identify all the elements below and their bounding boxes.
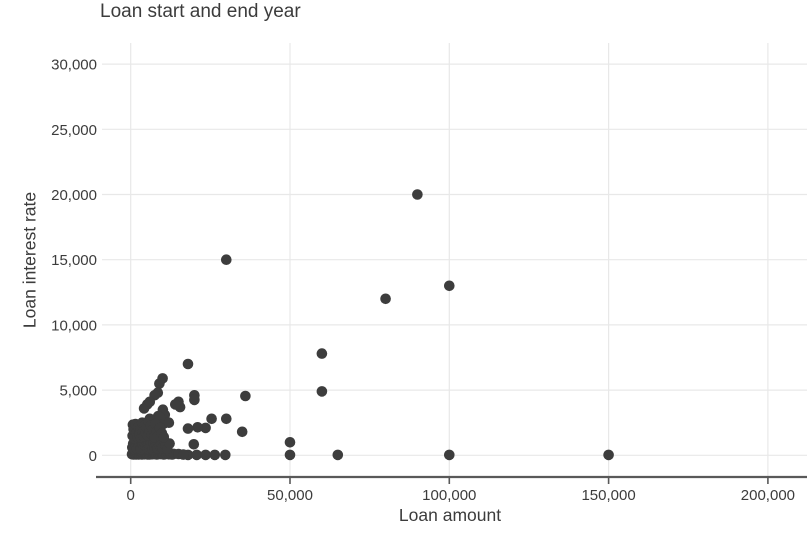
x-tick-label: 0 <box>127 487 135 504</box>
data-point <box>236 426 248 438</box>
y-tick-label: 0 <box>89 448 97 465</box>
x-tick-label: 150,000 <box>581 487 635 504</box>
data-point <box>182 358 194 370</box>
data-point <box>284 449 296 461</box>
data-point <box>200 449 211 461</box>
x-tick-label: 50,000 <box>267 487 313 504</box>
data-point <box>380 293 391 305</box>
chart-title: Loan start and end year <box>100 1 301 22</box>
data-point <box>240 390 251 402</box>
data-point <box>200 422 211 434</box>
y-tick-label: 30,000 <box>51 57 97 74</box>
data-point <box>221 413 232 425</box>
data-point <box>220 449 231 461</box>
data-point <box>178 449 189 460</box>
data-point <box>206 413 217 425</box>
y-tick-label: 10,000 <box>51 317 97 334</box>
data-point <box>221 254 232 265</box>
data-point <box>163 417 175 429</box>
y-tick-label: 5,000 <box>59 383 97 400</box>
y-tick-label: 15,000 <box>51 252 97 269</box>
data-point <box>154 378 165 389</box>
data-point <box>603 449 614 461</box>
data-point <box>182 423 194 434</box>
data-point <box>191 449 202 461</box>
data-point <box>188 439 200 450</box>
data-point <box>144 396 156 408</box>
data-point <box>316 348 328 359</box>
data-point <box>209 449 221 461</box>
data-point <box>170 399 181 410</box>
x-tick-label: 100,000 <box>422 487 476 504</box>
x-tick-label: 200,000 <box>741 487 795 504</box>
data-point <box>189 394 200 406</box>
data-point <box>284 437 296 448</box>
data-point <box>444 449 455 461</box>
x-axis-title: Loan amount <box>398 505 502 525</box>
data-point <box>444 280 455 292</box>
data-point <box>316 386 328 397</box>
data-point <box>192 422 203 433</box>
y-tick-label: 20,000 <box>51 187 97 204</box>
data-point <box>158 431 170 443</box>
data-point <box>412 189 423 200</box>
y-tick-label: 25,000 <box>51 122 97 139</box>
y-axis-title: Loan interest rate <box>19 191 40 329</box>
data-point <box>332 449 344 461</box>
